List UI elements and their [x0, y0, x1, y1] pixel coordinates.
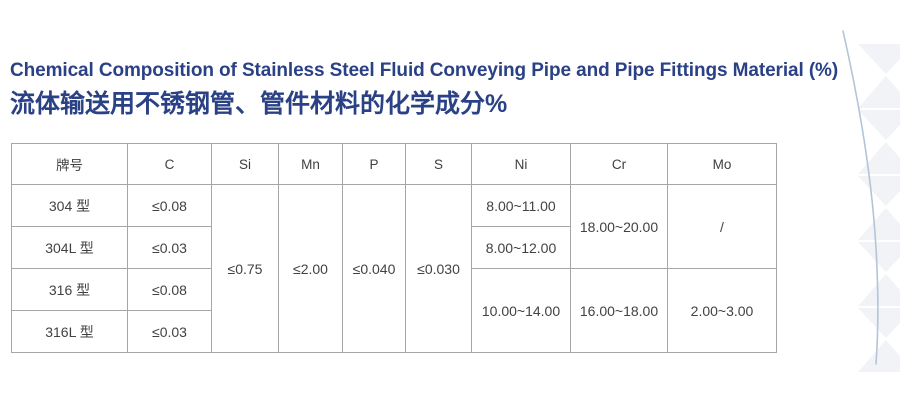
grade-cell: 316L 型 [11, 310, 128, 353]
page-title-chinese: 流体输送用不锈钢管、管件材料的化学成分% [10, 90, 508, 118]
col-header-mn: Mn [278, 143, 343, 185]
c-value-cell: ≤0.08 [127, 184, 212, 227]
col-header-s: S [405, 143, 472, 185]
page-header: Chemical Composition of Stainless Steel … [10, 58, 838, 120]
c-value-cell: ≤0.08 [127, 268, 212, 311]
cr-value-cell-316-group: 16.00~18.00 [570, 268, 668, 353]
cr-value-cell-304-group: 18.00~20.00 [570, 184, 668, 269]
table-row-316l: 316L 型 ≤0.03 [11, 310, 777, 353]
col-header-grade: 牌号 [11, 143, 128, 185]
grade-cell: 316 型 [11, 268, 128, 311]
col-header-cr: Cr [570, 143, 668, 185]
col-header-si: Si [211, 143, 279, 185]
grade-cell: 304 型 [11, 184, 128, 227]
table-row-304: 304 型 ≤0.08 ≤0.75 ≤2.00 ≤0.040 ≤0.030 8.… [11, 184, 777, 353]
c-value-cell: ≤0.03 [127, 226, 212, 269]
decorative-curve [842, 30, 879, 365]
si-value-cell: ≤0.75 [211, 184, 279, 353]
ni-value-cell: 8.00~11.00 [471, 184, 571, 227]
mn-value-cell: ≤2.00 [278, 184, 343, 353]
col-header-ni: Ni [471, 143, 571, 185]
header-row: 牌号 C Si Mn P S Ni Cr Mo [11, 143, 777, 185]
ni-value-cell: 8.00~12.00 [471, 226, 571, 269]
col-header-mo: Mo [667, 143, 777, 185]
grade-cell: 304L 型 [11, 226, 128, 269]
table-row-304l: 304L 型 ≤0.03 8.00~12.00 [11, 226, 777, 269]
page-title-english: Chemical Composition of Stainless Steel … [10, 60, 839, 81]
p-value-cell: ≤0.040 [342, 184, 406, 353]
c-value-cell: ≤0.03 [127, 310, 212, 353]
col-header-c: C [127, 143, 212, 185]
mo-value-cell-304-group: / [667, 184, 777, 269]
s-value-cell: ≤0.030 [405, 184, 472, 353]
col-header-p: P [342, 143, 406, 185]
ni-value-cell-316-group: 10.00~14.00 [471, 268, 571, 353]
mo-value-cell-316-group: 2.00~3.00 [667, 268, 777, 353]
chemical-composition-table: 牌号 C Si Mn P S Ni Cr Mo 304 型 ≤0.08 ≤0.7… [11, 143, 777, 353]
watermark-pattern [858, 44, 900, 372]
table-row-316: 316 型 ≤0.08 10.00~14.00 16.00~18.00 2.00… [11, 268, 777, 353]
